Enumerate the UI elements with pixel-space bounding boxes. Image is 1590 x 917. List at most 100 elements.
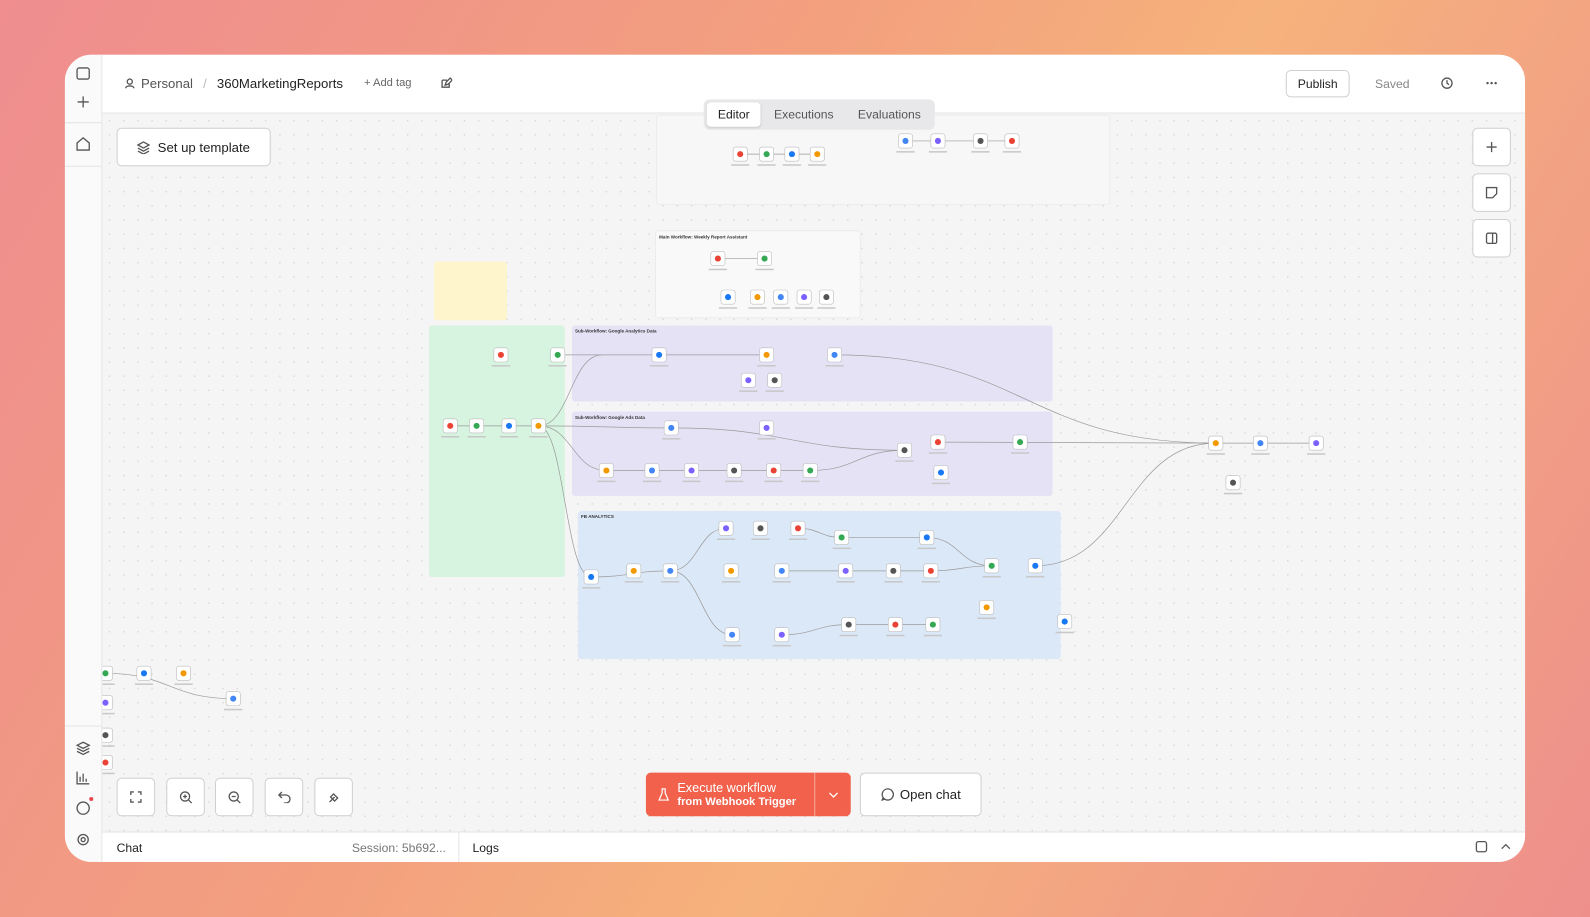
- node-icon: [668, 424, 675, 431]
- workflow-canvas[interactable]: Main Workflow: Weekly Report Assistant S…: [102, 99, 1526, 832]
- footer: Chat Session: 5b692... Logs: [102, 831, 1526, 862]
- tab[interactable]: Executions: [774, 107, 834, 122]
- workflow-name[interactable]: 360MarketingReports: [216, 76, 343, 92]
- node-caption: [928, 151, 948, 153]
- notification-dot: [89, 797, 94, 802]
- node-caption: [491, 365, 511, 367]
- node-caption: [755, 268, 774, 271]
- saved-status: Saved: [1374, 77, 1410, 92]
- zoom-in[interactable]: [166, 777, 205, 817]
- expand[interactable]: [1501, 843, 1511, 850]
- zoom-out[interactable]: [214, 777, 254, 817]
- node-icon: [777, 294, 784, 301]
- node-caption: [1251, 453, 1270, 455]
- node-caption: [102, 683, 115, 685]
- node-caption: [1002, 151, 1022, 153]
- more-menu[interactable]: [1486, 81, 1498, 85]
- node-caption: [895, 460, 914, 462]
- settings[interactable]: [77, 833, 89, 846]
- panel-toggle[interactable]: [1472, 219, 1511, 258]
- connection: [671, 427, 905, 451]
- node-icon: [603, 467, 610, 474]
- node-icon: [757, 525, 764, 532]
- tidy-up[interactable]: [314, 777, 353, 817]
- undo[interactable]: [264, 777, 304, 817]
- node-icon: [788, 151, 795, 158]
- fit-view[interactable]: [116, 777, 156, 817]
- node-caption: [825, 365, 844, 367]
- node-icon: [535, 422, 542, 429]
- node-icon: [770, 467, 777, 474]
- add-tag[interactable]: + Add tag: [364, 77, 412, 90]
- node-icon: [230, 695, 237, 702]
- node-caption: [624, 581, 643, 583]
- node-caption: [224, 708, 243, 711]
- node-icon: [801, 294, 808, 301]
- node-icon: [771, 377, 778, 384]
- setup-template-button[interactable]: Set up template: [116, 127, 271, 167]
- node-caption: [725, 480, 744, 483]
- connection: [670, 570, 733, 636]
- chat-tab[interactable]: Chat: [116, 840, 143, 855]
- node-icon: [737, 151, 744, 158]
- node-icon: [102, 732, 109, 739]
- sidebar-icons: [64, 67, 102, 846]
- add[interactable]: [77, 96, 89, 108]
- divider: [458, 832, 460, 862]
- node-icon: [1229, 479, 1237, 486]
- node-caption: [757, 164, 776, 166]
- logs-tab[interactable]: Logs: [472, 840, 499, 855]
- toggle-sidebar[interactable]: [76, 67, 90, 80]
- node-icon: [814, 151, 821, 158]
- node-icon: [838, 534, 845, 541]
- tab[interactable]: Editor: [706, 102, 761, 127]
- edit-description[interactable]: [440, 77, 453, 89]
- node-caption: [721, 581, 741, 583]
- node-caption: [808, 164, 827, 166]
- node-caption: [788, 538, 808, 540]
- view-tabs: Editor Executions Evaluations: [703, 99, 936, 130]
- publish-button[interactable]: Publish: [1285, 69, 1350, 98]
- node-icon: [667, 567, 674, 574]
- insights[interactable]: [76, 771, 90, 785]
- node-icon: [754, 294, 761, 301]
- help[interactable]: [76, 801, 90, 815]
- node-caption: [662, 438, 681, 440]
- node-icon: [934, 439, 941, 446]
- template-icon: [137, 140, 151, 154]
- node-caption: [1206, 453, 1225, 455]
- execute-button[interactable]: Execute workflow from Webhook Trigger: [645, 772, 851, 817]
- templates[interactable]: [75, 741, 91, 756]
- node-icon: [763, 351, 770, 358]
- sticky-button[interactable]: [1472, 173, 1511, 212]
- node-caption: [751, 538, 770, 540]
- connection: [834, 354, 1216, 444]
- node-caption: [971, 151, 990, 153]
- footer-icons: [1475, 840, 1511, 853]
- add-node[interactable]: [1472, 127, 1511, 167]
- sticky-note: [433, 261, 508, 321]
- tab[interactable]: Evaluations: [857, 107, 921, 122]
- node-caption: [642, 480, 662, 483]
- node-icon: [1032, 562, 1039, 569]
- node-icon: [842, 567, 849, 574]
- project-link[interactable]: Personal: [140, 76, 193, 92]
- node-caption: [896, 151, 915, 153]
- node-icon: [505, 422, 513, 429]
- home[interactable]: [76, 137, 90, 151]
- node-icon: [140, 670, 148, 677]
- connection: [670, 527, 727, 572]
- connection: [105, 672, 234, 700]
- node-caption: [923, 634, 943, 637]
- node-icon: [807, 467, 814, 474]
- popout[interactable]: [1475, 840, 1488, 853]
- open-chat-button[interactable]: Open chat: [859, 772, 982, 817]
- node-icon: [688, 467, 695, 474]
- node-icon: [761, 255, 768, 262]
- execute-dropdown[interactable]: [815, 773, 850, 817]
- history[interactable]: [1441, 77, 1453, 89]
- node-caption: [649, 365, 669, 367]
- node-icon: [794, 525, 802, 532]
- node-caption: [1307, 453, 1326, 455]
